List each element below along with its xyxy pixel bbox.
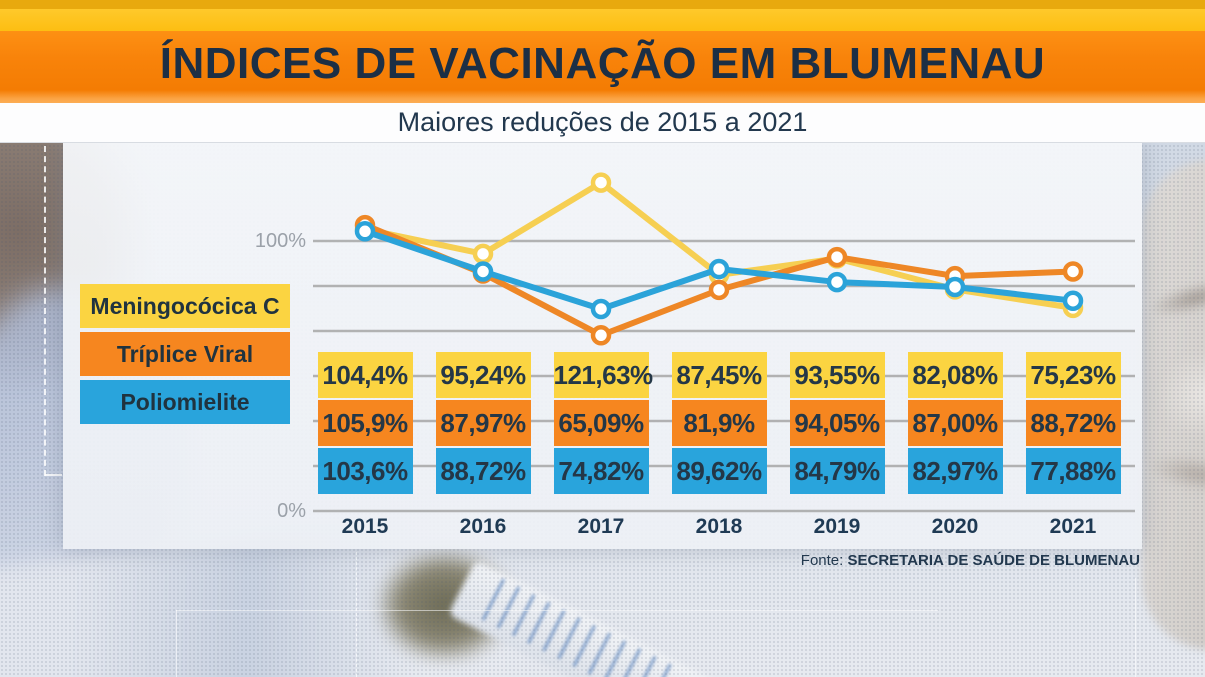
value-box: 94,05% <box>789 400 885 446</box>
year-label: 2017 <box>577 515 625 538</box>
page-subtitle: Maiores reduções de 2015 a 2021 <box>397 107 808 137</box>
value-box: 95,24% <box>435 352 531 398</box>
year-label: 2018 <box>695 515 743 538</box>
value-box: 87,97% <box>435 400 531 446</box>
value-box: 88,72% <box>435 448 531 494</box>
header-title-bar: ÍNDICES DE VACINAÇÃO EM BLUMENAU <box>0 31 1205 103</box>
value-box: 87,45% <box>671 352 767 398</box>
value-box: 105,9% <box>317 400 413 446</box>
value-box: 77,88% <box>1025 448 1121 494</box>
year-label: 2015 <box>341 515 389 538</box>
source-note: Fonte: SECRETARIA DE SAÚDE DE BLUMENAU <box>0 552 1140 569</box>
value-box: 87,00% <box>907 400 1003 446</box>
value-box: 103,6% <box>317 448 413 494</box>
value-box: 81,9% <box>671 400 767 446</box>
header-subtitle-bar: Maiores reduções de 2015 a 2021 <box>0 103 1205 143</box>
legend-item-0: Meningocócica C <box>80 284 290 328</box>
header-yellow-stripe <box>0 9 1205 31</box>
value-box: 82,97% <box>907 448 1003 494</box>
year-label: 2019 <box>813 515 861 538</box>
value-box: 88,72% <box>1025 400 1121 446</box>
value-box: 65,09% <box>553 400 649 446</box>
value-box: 74,82% <box>553 448 649 494</box>
year-label: 2016 <box>459 515 507 538</box>
value-box: 82,08% <box>907 352 1003 398</box>
value-box: 104,4% <box>317 352 413 398</box>
legend-item-2: Poliomielite <box>80 380 290 424</box>
year-label: 2020 <box>931 515 979 538</box>
value-box: 89,62% <box>671 448 767 494</box>
value-box: 84,79% <box>789 448 885 494</box>
source-prefix: Fonte: <box>800 552 844 569</box>
header-gold-stripe <box>0 0 1205 9</box>
year-label: 2021 <box>1049 515 1097 538</box>
value-box: 121,63% <box>553 352 653 398</box>
y-axis-label-0: 0% <box>277 500 306 522</box>
value-box: 93,55% <box>789 352 885 398</box>
legend-item-1: Tríplice Viral <box>80 332 290 376</box>
y-axis-label-100: 100% <box>254 230 306 252</box>
page-title: ÍNDICES DE VACINAÇÃO EM BLUMENAU <box>159 39 1046 88</box>
source-text: SECRETARIA DE SAÚDE DE BLUMENAU <box>847 552 1140 569</box>
value-box: 75,23% <box>1025 352 1121 398</box>
